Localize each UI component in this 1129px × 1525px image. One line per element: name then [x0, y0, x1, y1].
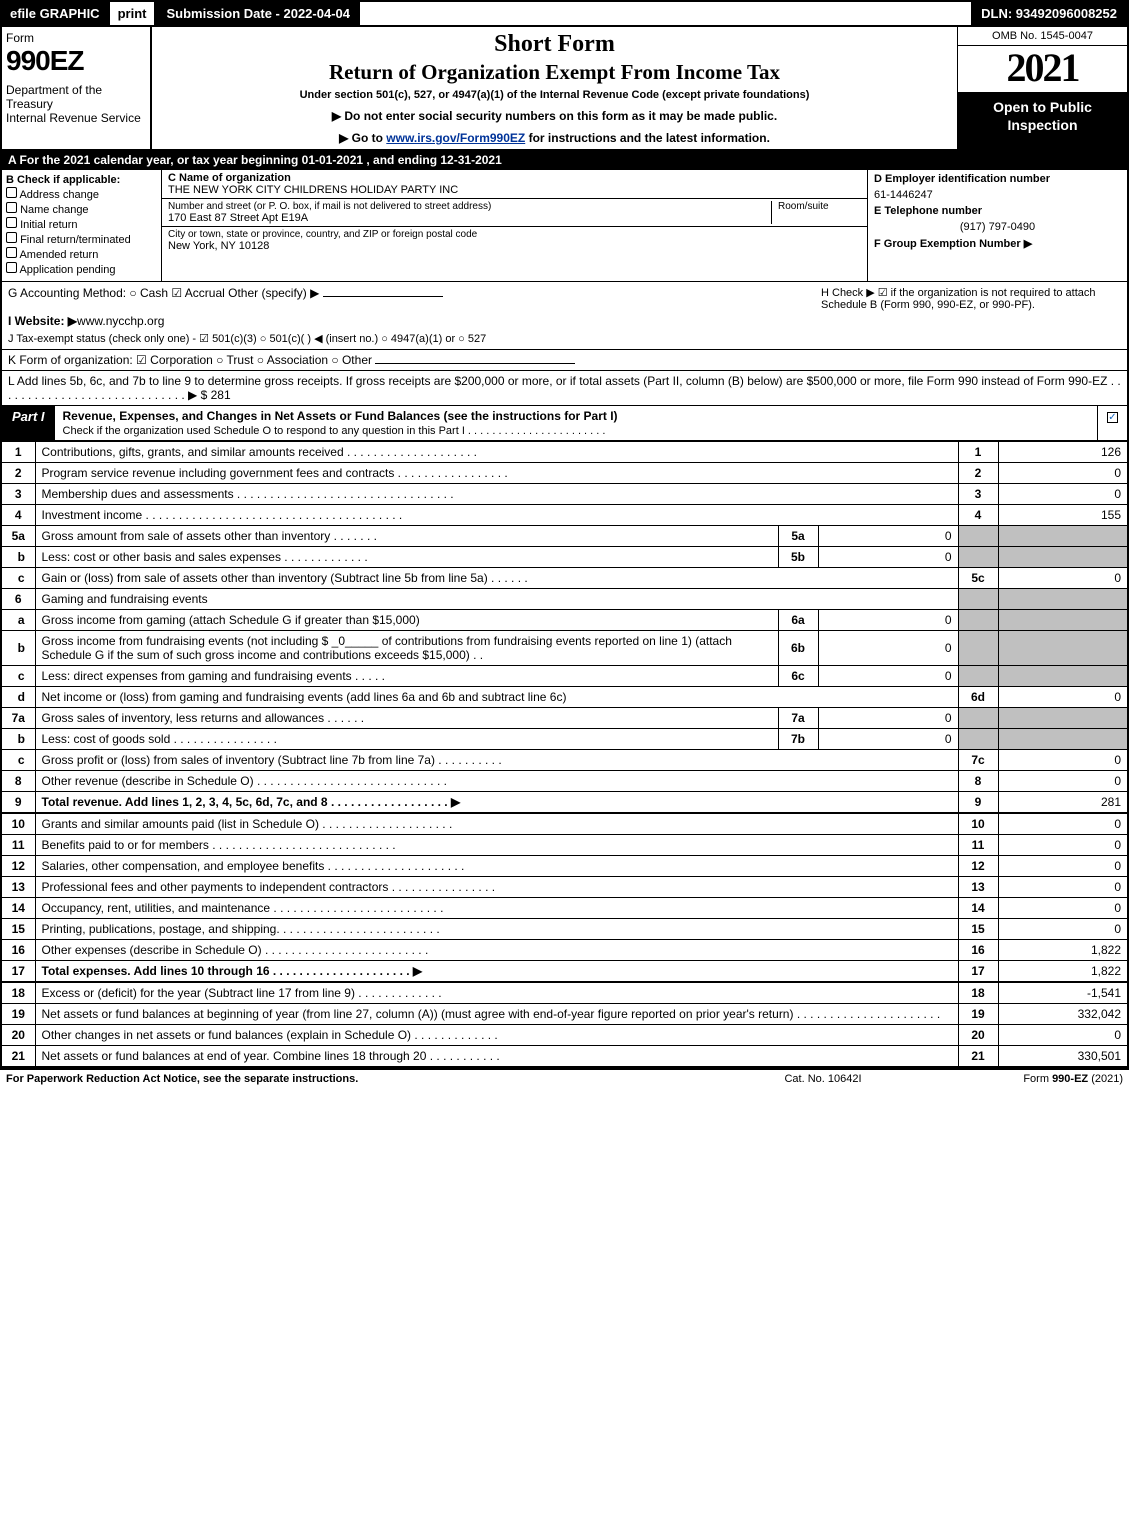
omb-number: OMB No. 1545-0047 [958, 27, 1127, 46]
section-def: D Employer identification number 61-1446… [867, 170, 1127, 281]
instr-goto-post: for instructions and the latest informat… [525, 131, 770, 145]
department-label: Department of the Treasury Internal Reve… [6, 83, 146, 125]
f-group-label: F Group Exemption Number ▶ [874, 237, 1121, 250]
instr-ssn: ▶ Do not enter social security numbers o… [158, 109, 951, 123]
form-word: Form [6, 31, 146, 45]
topbar-spacer [360, 2, 971, 25]
dln-label: DLN: 93492096008252 [971, 2, 1127, 25]
line-7b: bLess: cost of goods sold . . . . . . . … [1, 729, 1128, 750]
g-accounting: G Accounting Method: ○ Cash ☑ Accrual Ot… [8, 286, 813, 300]
e-phone-label: E Telephone number [874, 205, 1121, 217]
org-name: THE NEW YORK CITY CHILDRENS HOLIDAY PART… [168, 184, 861, 196]
lines-table: 1Contributions, gifts, grants, and simil… [0, 441, 1129, 1068]
line-6b: bGross income from fundraising events (n… [1, 631, 1128, 666]
chk-name-change[interactable]: Name change [6, 202, 157, 216]
irs-link[interactable]: www.irs.gov/Form990EZ [386, 131, 525, 145]
l-gross-receipts: L Add lines 5b, 6c, and 7b to line 9 to … [0, 371, 1129, 406]
submission-date: Submission Date - 2022-04-04 [156, 2, 360, 25]
header-center: Short Form Return of Organization Exempt… [152, 27, 957, 149]
tax-year: 2021 [958, 46, 1127, 92]
line-15: 15Printing, publications, postage, and s… [1, 919, 1128, 940]
line-1: 1Contributions, gifts, grants, and simil… [1, 442, 1128, 463]
line-19: 19Net assets or fund balances at beginni… [1, 1004, 1128, 1025]
chk-amended[interactable]: Amended return [6, 247, 157, 261]
chk-initial-return[interactable]: Initial return [6, 217, 157, 231]
line-18: 18Excess or (deficit) for the year (Subt… [1, 982, 1128, 1004]
h-schedule-b: H Check ▶ ☑ if the organization is not r… [821, 286, 1121, 311]
line-4: 4Investment income . . . . . . . . . . .… [1, 505, 1128, 526]
line-14: 14Occupancy, rent, utilities, and mainte… [1, 898, 1128, 919]
street-value: 170 East 87 Street Apt E19A [168, 212, 771, 224]
line-3: 3Membership dues and assessments . . . .… [1, 484, 1128, 505]
chk-application-pending[interactable]: Application pending [6, 262, 157, 276]
part-i-tag: Part I [2, 406, 55, 440]
return-title: Return of Organization Exempt From Incom… [158, 60, 951, 85]
b-label: B Check if applicable: [6, 174, 157, 186]
k-form-org: K Form of organization: ☑ Corporation ○ … [0, 350, 1129, 371]
line-6d: dNet income or (loss) from gaming and fu… [1, 687, 1128, 708]
line-21: 21Net assets or fund balances at end of … [1, 1046, 1128, 1068]
section-b: B Check if applicable: Address change Na… [2, 170, 162, 281]
section-a: A For the 2021 calendar year, or tax yea… [0, 151, 1129, 170]
line-7c: cGross profit or (loss) from sales of in… [1, 750, 1128, 771]
line-5c: cGain or (loss) from sale of assets othe… [1, 568, 1128, 589]
part-i-header: Part I Revenue, Expenses, and Changes in… [0, 406, 1129, 441]
city-label: City or town, state or province, country… [168, 229, 861, 240]
website-link[interactable]: www.nycchp.org [77, 314, 164, 328]
line-2: 2Program service revenue including gover… [1, 463, 1128, 484]
section-c: C Name of organization THE NEW YORK CITY… [162, 170, 867, 281]
footer-left: For Paperwork Reduction Act Notice, see … [6, 1073, 723, 1085]
i-website: I Website: ▶www.nycchp.org [8, 314, 813, 328]
header-right: OMB No. 1545-0047 2021 Open to Public In… [957, 27, 1127, 149]
top-bar: efile GRAPHIC print Submission Date - 20… [0, 0, 1129, 27]
line-9: 9Total revenue. Add lines 1, 2, 3, 4, 5c… [1, 792, 1128, 814]
page-footer: For Paperwork Reduction Act Notice, see … [0, 1068, 1129, 1088]
instr-goto: ▶ Go to www.irs.gov/Form990EZ for instru… [158, 131, 951, 145]
chk-address-change[interactable]: Address change [6, 187, 157, 201]
line-12: 12Salaries, other compensation, and empl… [1, 856, 1128, 877]
section-bcdef: B Check if applicable: Address change Na… [0, 170, 1129, 282]
city-value: New York, NY 10128 [168, 240, 861, 252]
footer-right: Form 990-EZ (2021) [923, 1073, 1123, 1085]
schedule-o-checkbox[interactable]: ✓ [1097, 406, 1127, 440]
line-10: 10Grants and similar amounts paid (list … [1, 813, 1128, 835]
line-5b: bLess: cost or other basis and sales exp… [1, 547, 1128, 568]
short-form-title: Short Form [158, 31, 951, 58]
print-button[interactable]: print [110, 2, 157, 25]
form-header: Form 990EZ Department of the Treasury In… [0, 27, 1129, 151]
part-i-title: Revenue, Expenses, and Changes in Net As… [55, 406, 1097, 440]
line-17: 17Total expenses. Add lines 10 through 1… [1, 961, 1128, 983]
open-to-public: Open to Public Inspection [958, 92, 1127, 149]
line-8: 8Other revenue (describe in Schedule O) … [1, 771, 1128, 792]
line-7a: 7aGross sales of inventory, less returns… [1, 708, 1128, 729]
j-tax-exempt: J Tax-exempt status (check only one) - ☑… [8, 332, 813, 345]
efile-button[interactable]: efile GRAPHIC [2, 2, 110, 25]
d-ein-value: 61-1446247 [874, 189, 1121, 201]
line-16: 16Other expenses (describe in Schedule O… [1, 940, 1128, 961]
header-left: Form 990EZ Department of the Treasury In… [2, 27, 152, 149]
line-11: 11Benefits paid to or for members . . . … [1, 835, 1128, 856]
form-number: 990EZ [6, 45, 146, 77]
line-6: 6Gaming and fundraising events [1, 589, 1128, 610]
under-section: Under section 501(c), 527, or 4947(a)(1)… [158, 89, 951, 101]
street-label: Number and street (or P. O. box, if mail… [168, 201, 771, 212]
section-ghij: G Accounting Method: ○ Cash ☑ Accrual Ot… [0, 282, 1129, 350]
line-6c: cLess: direct expenses from gaming and f… [1, 666, 1128, 687]
chk-final-return[interactable]: Final return/terminated [6, 232, 157, 246]
footer-center: Cat. No. 10642I [723, 1073, 923, 1085]
room-label: Room/suite [778, 201, 861, 212]
line-13: 13Professional fees and other payments t… [1, 877, 1128, 898]
e-phone-value: (917) 797-0490 [874, 221, 1121, 233]
d-ein-label: D Employer identification number [874, 173, 1121, 185]
line-6a: aGross income from gaming (attach Schedu… [1, 610, 1128, 631]
line-20: 20Other changes in net assets or fund ba… [1, 1025, 1128, 1046]
c-name-label: C Name of organization [168, 172, 861, 184]
instr-goto-pre: ▶ Go to [339, 131, 386, 145]
line-5a: 5aGross amount from sale of assets other… [1, 526, 1128, 547]
